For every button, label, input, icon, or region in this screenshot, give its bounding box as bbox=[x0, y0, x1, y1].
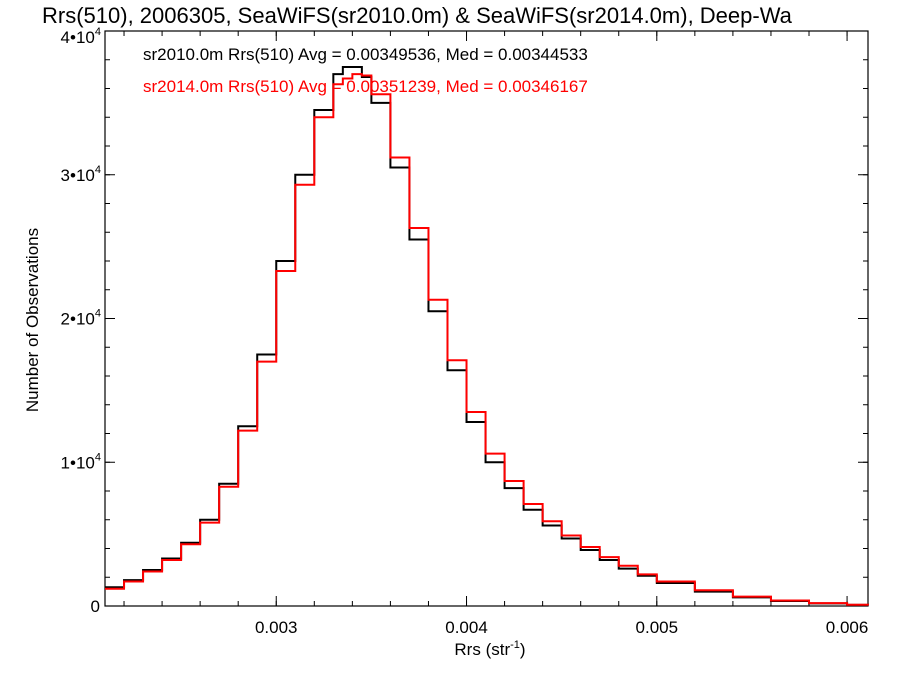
x-tick-label: 0.005 bbox=[636, 618, 679, 637]
x-tick-label: 0.006 bbox=[826, 618, 869, 637]
x-axis-label: Rrs (str-1) bbox=[454, 639, 525, 659]
legend-series-2: sr2014.0m Rrs(510) Avg = 0.00351239, Med… bbox=[143, 77, 588, 96]
x-tick-label: 0.003 bbox=[255, 618, 298, 637]
y-tick-label: 1•104 bbox=[61, 451, 101, 472]
y-tick-label: 3•104 bbox=[61, 164, 101, 185]
legend-series-1: sr2010.0m Rrs(510) Avg = 0.00349536, Med… bbox=[143, 45, 588, 64]
y-tick-label: 4•104 bbox=[61, 26, 101, 47]
y-tick-label: 2•104 bbox=[61, 308, 101, 329]
y-axis-label: Number of Observations bbox=[23, 228, 42, 412]
series-line-2 bbox=[105, 74, 868, 605]
series-lines bbox=[105, 67, 868, 605]
series-line-1 bbox=[105, 67, 868, 605]
x-tick-label: 0.004 bbox=[445, 618, 488, 637]
chart-title: Rrs(510), 2006305, SeaWiFS(sr2010.0m) & … bbox=[42, 3, 793, 28]
y-tick-label: 0 bbox=[91, 597, 100, 616]
